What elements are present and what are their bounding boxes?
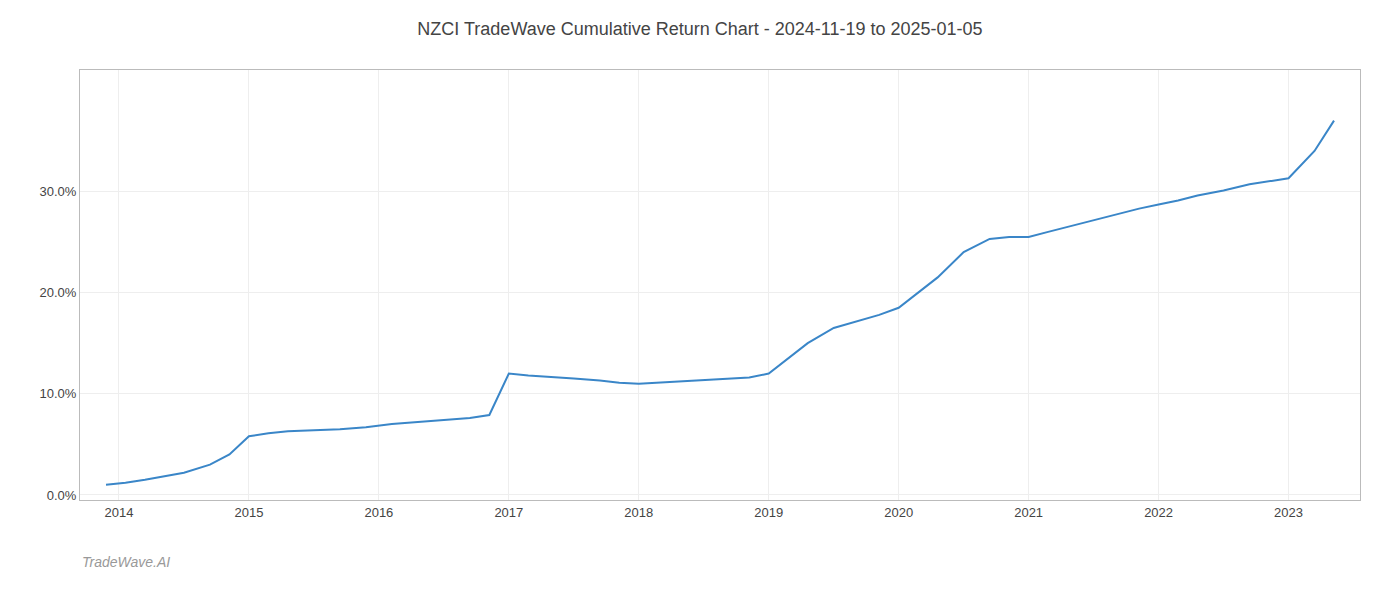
svg-text:2017: 2017 — [494, 505, 523, 520]
svg-text:TradeWave.AI: TradeWave.AI — [82, 554, 170, 570]
svg-text:10.0%: 10.0% — [40, 386, 77, 401]
svg-text:2021: 2021 — [1014, 505, 1043, 520]
svg-text:NZCI TradeWave Cumulative Retu: NZCI TradeWave Cumulative Return Chart -… — [417, 19, 982, 39]
svg-text:2020: 2020 — [884, 505, 913, 520]
svg-text:30.0%: 30.0% — [40, 184, 77, 199]
svg-text:2014: 2014 — [105, 505, 134, 520]
svg-text:20.0%: 20.0% — [40, 285, 77, 300]
svg-text:2015: 2015 — [234, 505, 263, 520]
svg-text:2022: 2022 — [1144, 505, 1173, 520]
svg-text:2023: 2023 — [1274, 505, 1303, 520]
svg-text:2019: 2019 — [754, 505, 783, 520]
svg-text:2018: 2018 — [624, 505, 653, 520]
svg-text:0.0%: 0.0% — [47, 487, 77, 502]
svg-text:2016: 2016 — [364, 505, 393, 520]
